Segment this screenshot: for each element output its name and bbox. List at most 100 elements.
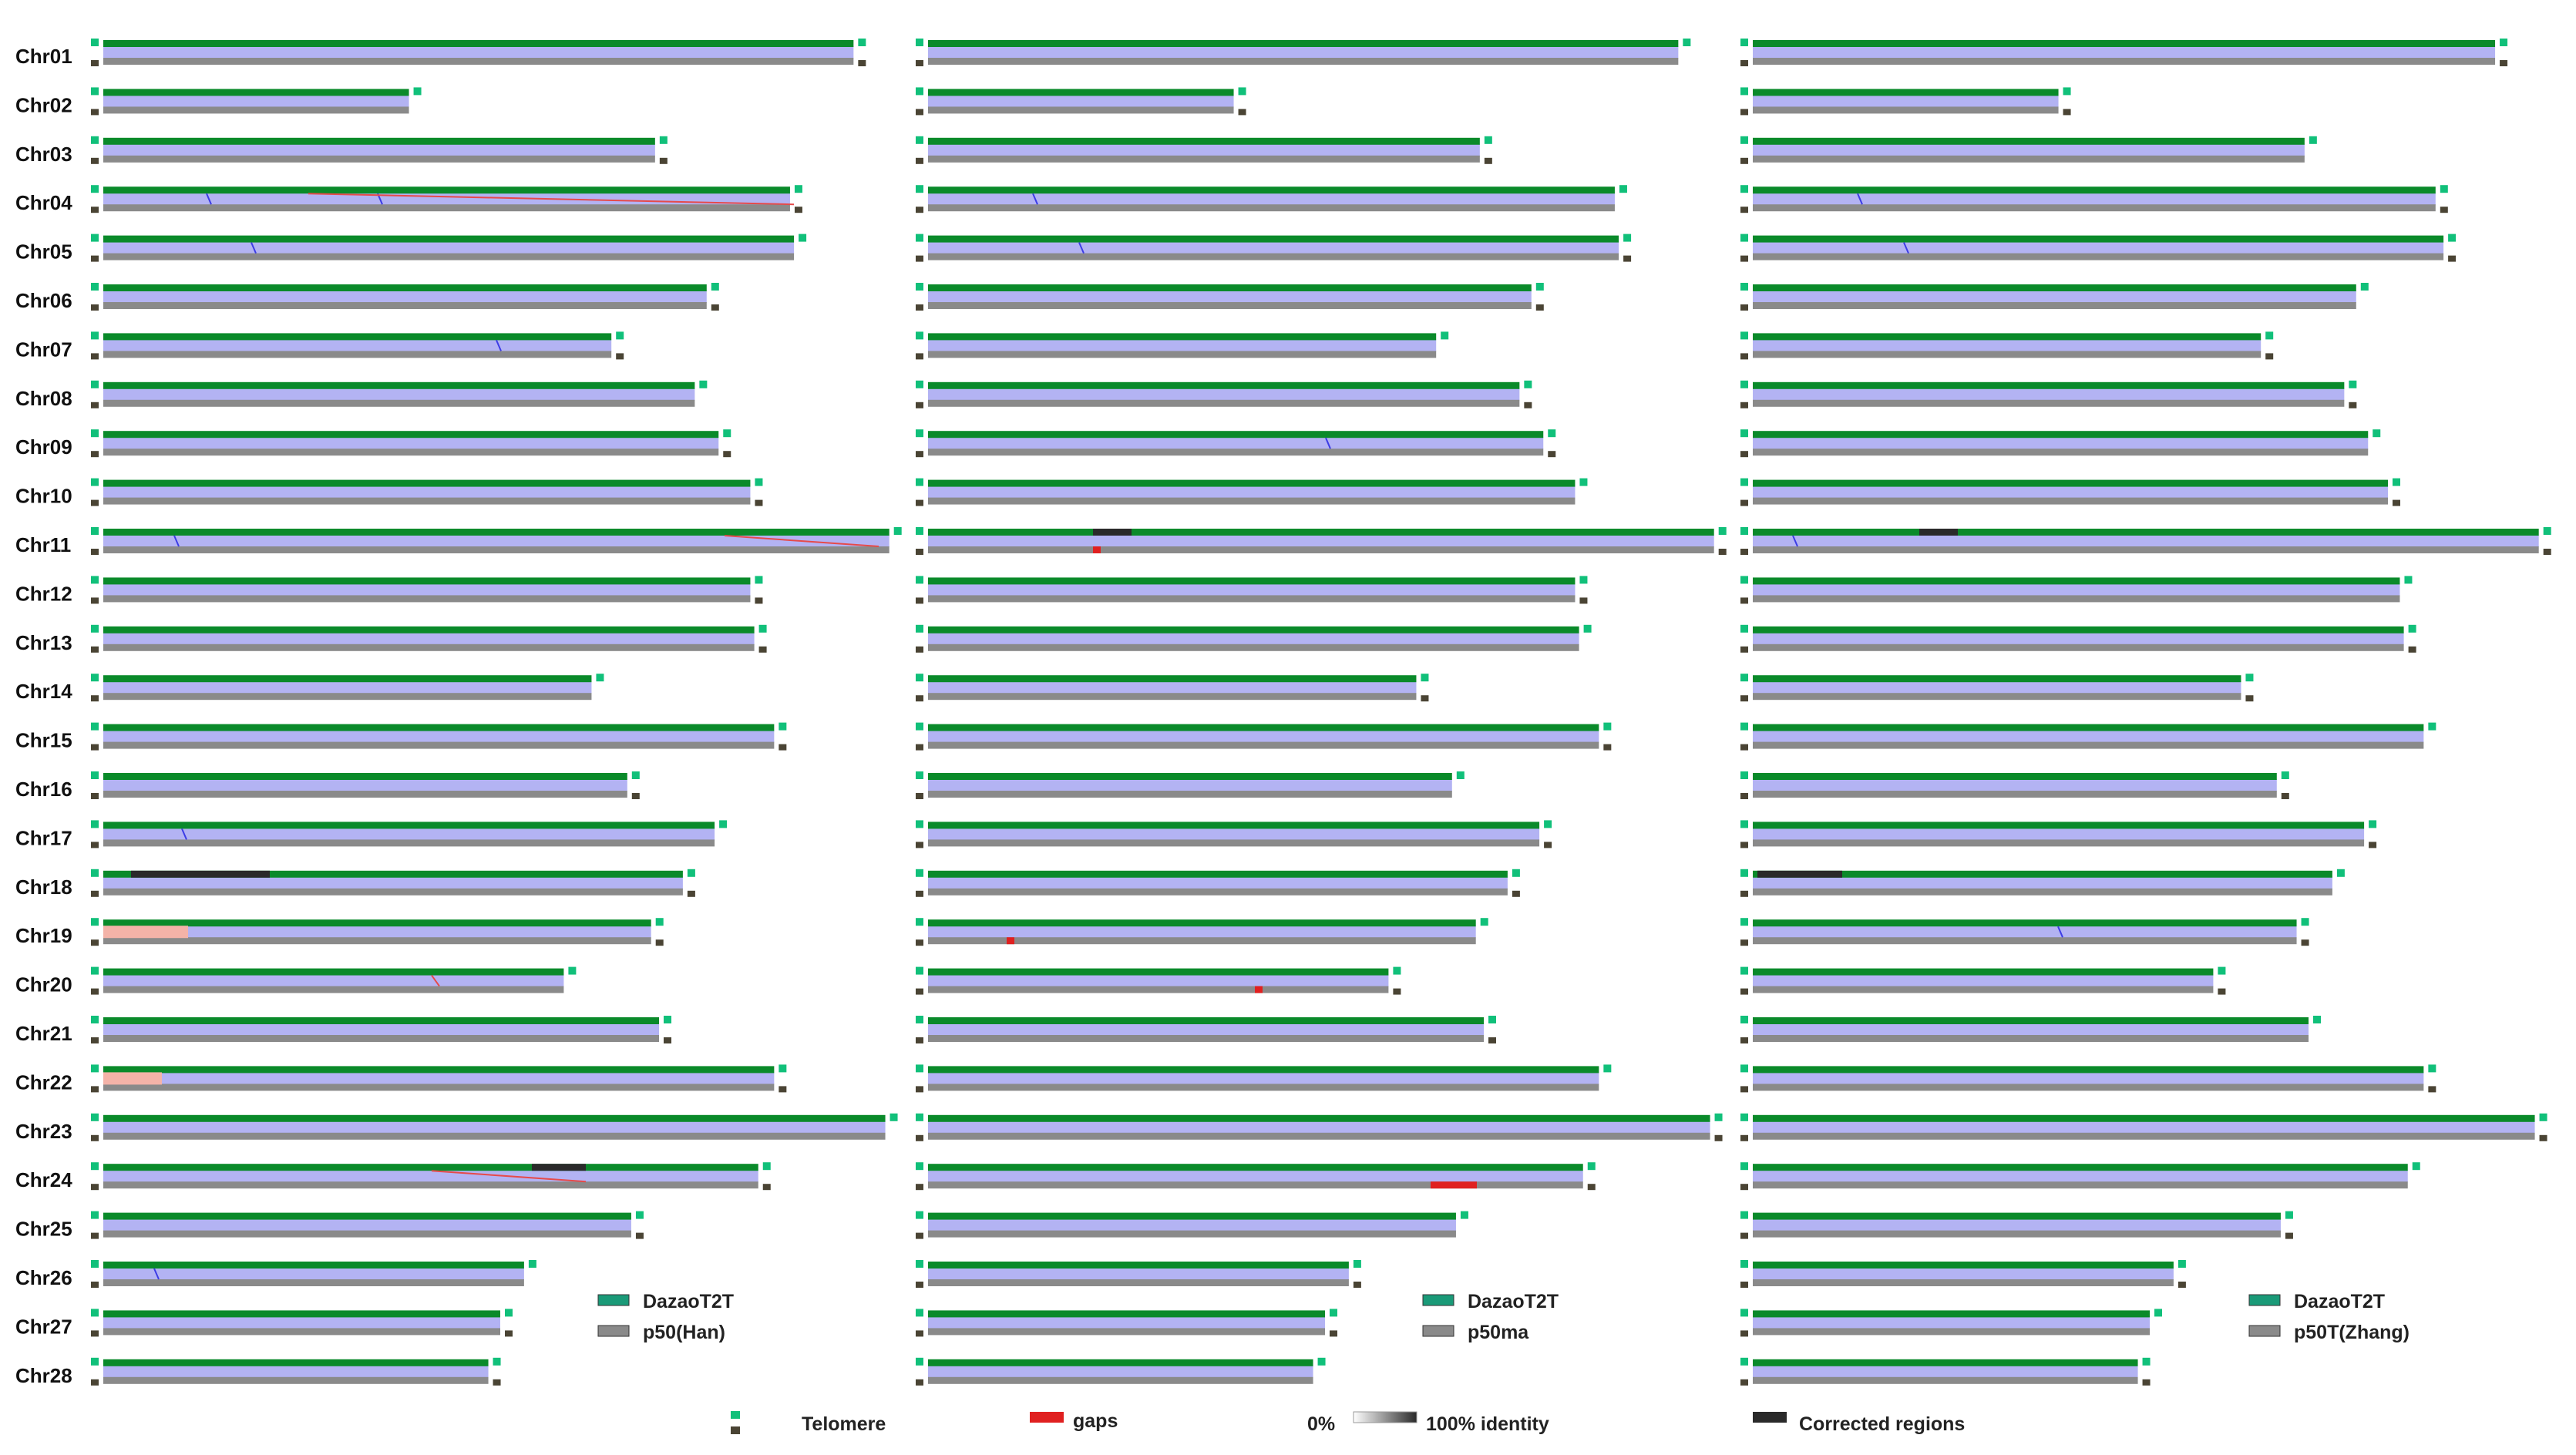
- query-bar: [928, 937, 1476, 945]
- telomere-marker: [699, 380, 708, 388]
- alignment-band: [928, 632, 1579, 645]
- telomere-marker: [91, 576, 99, 584]
- query-telomere-marker: [1603, 744, 1612, 751]
- telomere-marker: [616, 331, 624, 340]
- alignment-band: [928, 779, 1452, 791]
- alignment-band: [103, 876, 683, 889]
- panel-1-alignment: [91, 771, 640, 799]
- reference-bar: [1753, 284, 2356, 291]
- panel-1-alignment: [91, 820, 728, 848]
- query-bar: [928, 351, 1437, 358]
- query-telomere-marker: [794, 207, 802, 213]
- telomere-marker: [2408, 624, 2416, 633]
- panel-3-alignment: [1740, 380, 2357, 408]
- alignment-band: [928, 1170, 1583, 1183]
- alignment-band: [928, 95, 1234, 108]
- reference-bar: [103, 1164, 758, 1171]
- telomere-marker: [916, 527, 923, 535]
- reference-bar: [103, 381, 695, 389]
- chromosome-row-chr03: Chr03: [15, 136, 2317, 166]
- alignment-band: [103, 1170, 758, 1183]
- query-swatch: [2248, 1325, 2281, 1337]
- query-bar: [928, 693, 1417, 701]
- reference-label: DazaoT2T: [1468, 1291, 1559, 1312]
- query-telomere-marker: [91, 451, 99, 458]
- telomere-marker: [916, 674, 923, 682]
- reference-bar: [1753, 137, 2305, 145]
- query-telomere-marker: [2349, 402, 2357, 408]
- panel-1-alignment: [91, 1113, 898, 1141]
- panel-1-alignment: [91, 136, 668, 164]
- alignment-band: [928, 1365, 1313, 1378]
- chromosome-label: Chr09: [15, 435, 72, 459]
- telomere-marker: [916, 1309, 923, 1317]
- alignment-band: [1753, 535, 2539, 547]
- chromosome-rows: Chr01 Chr02 Chr03 Chr04 Chr05 Chr06 Chr07 Chr08…: [15, 39, 2551, 1387]
- panel-3-alignment: [1740, 331, 2274, 360]
- query-telomere-marker: [1740, 842, 1748, 848]
- telomere-marker: [91, 820, 99, 828]
- telomere-marker: [2500, 39, 2508, 46]
- query-bar: [103, 58, 854, 65]
- reference-bar: [103, 870, 683, 878]
- telomere-marker: [2393, 478, 2400, 486]
- corrected-region: [131, 870, 270, 878]
- query-bar: [103, 1279, 524, 1286]
- telomere-marker: [2177, 1260, 2186, 1268]
- alignment-band: [1753, 730, 2424, 743]
- panel-3-alignment: [1740, 136, 2317, 164]
- alignment-band: [1753, 681, 2241, 694]
- alignment-band: [103, 1072, 775, 1085]
- panel-2-alignment: [916, 331, 1449, 360]
- chromosome-label: Chr06: [15, 289, 72, 312]
- alignment-band: [1753, 1023, 2309, 1036]
- query-telomere-marker: [2218, 988, 2226, 995]
- query-telomere-marker: [664, 1037, 671, 1043]
- alignment-band: [103, 1023, 659, 1036]
- query-bar: [1753, 1035, 2309, 1042]
- telomere-query-swatch: [731, 1426, 740, 1434]
- reference-bar: [103, 137, 655, 145]
- chromosome-row-chr06: Chr06: [15, 283, 2369, 312]
- telomere-marker: [1740, 380, 1748, 388]
- reference-bar: [1753, 186, 2436, 194]
- query-telomere-marker: [1330, 1330, 1337, 1337]
- reference-bar: [103, 577, 751, 585]
- query-telomere-marker: [916, 744, 923, 751]
- alignment-band: [928, 681, 1417, 694]
- query-telomere-marker: [916, 1379, 923, 1386]
- alignment-band: [928, 193, 1615, 206]
- gap-marker: [1255, 986, 1263, 993]
- telomere-marker: [719, 820, 728, 828]
- telomere-marker: [91, 966, 99, 975]
- query-telomere-marker: [916, 1330, 923, 1337]
- alignment-band: [103, 388, 695, 401]
- query-bar: [1753, 888, 2332, 896]
- alignment-band: [1753, 1072, 2424, 1085]
- query-telomere-marker: [1740, 1379, 1748, 1386]
- telomere-marker: [916, 1064, 923, 1073]
- query-telomere-marker: [1512, 890, 1520, 897]
- query-bar: [1753, 155, 2305, 163]
- query-telomere-marker: [1740, 646, 1748, 653]
- query-bar: [1753, 1376, 2138, 1384]
- reference-bar: [928, 773, 1452, 780]
- chromosome-row-chr24: Chr24: [15, 1162, 2420, 1191]
- reference-bar: [103, 773, 627, 780]
- query-bar: [928, 595, 1576, 603]
- query-telomere-marker: [1740, 60, 1748, 66]
- reference-bar: [1753, 1212, 2281, 1220]
- query-bar: [928, 1328, 1325, 1336]
- query-telomere-marker: [91, 255, 99, 262]
- query-telomere-marker: [1740, 499, 1748, 506]
- telomere-marker: [1718, 527, 1727, 535]
- alignment-band: [928, 1023, 1484, 1036]
- query-telomere-marker: [916, 939, 923, 946]
- telomere-marker: [596, 674, 604, 682]
- reference-bar: [928, 529, 1714, 536]
- chromosome-row-chr22: Chr22: [15, 1064, 2436, 1094]
- telomere-marker: [916, 136, 923, 144]
- query-telomere-marker: [1740, 1134, 1748, 1141]
- chromosome-label: Chr12: [15, 582, 72, 605]
- panel-2-legend: DazaoT2T p50ma: [1422, 1291, 1559, 1343]
